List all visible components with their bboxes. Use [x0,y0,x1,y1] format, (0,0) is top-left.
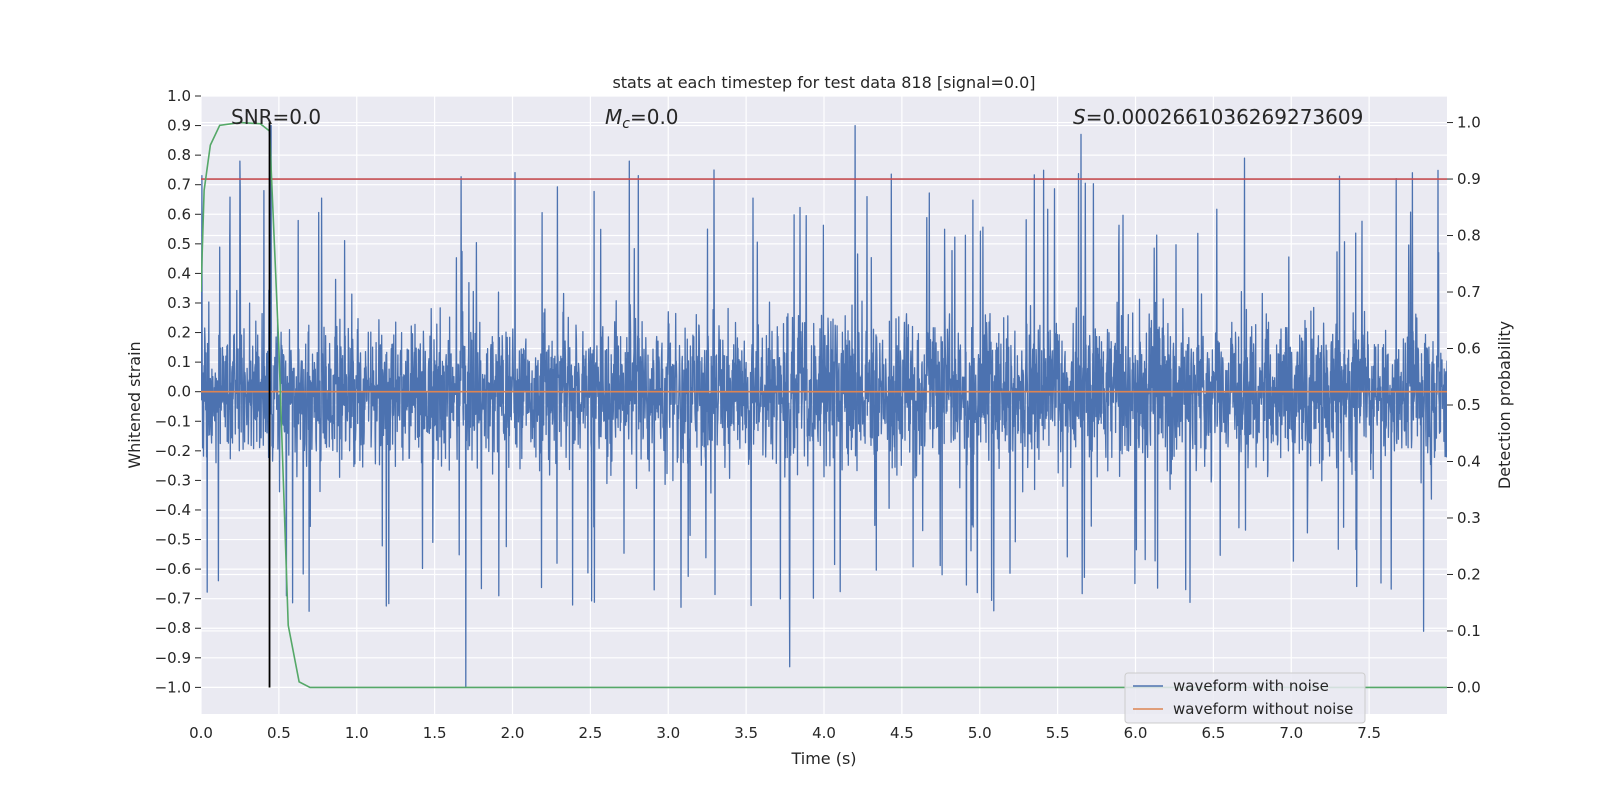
legend-box [1124,672,1366,724]
legend-label-noise: waveform with noise [1173,677,1329,695]
mc-symbol: M [605,105,622,129]
y-left-tick-label: 0.6 [167,205,191,223]
y-left-tick-label: −0.9 [155,649,191,667]
y-right-tick-label: 0.3 [1457,509,1481,527]
x-tick-label: 3.0 [656,724,680,742]
y-right-tick-label: 0.8 [1457,227,1481,245]
s-symbol: S [1073,105,1086,129]
chart-title: stats at each timestep for test data 818… [612,73,1035,92]
y-left-tick-label: 0.4 [167,264,191,282]
y-left-tick-label: 0.8 [167,146,191,164]
x-tick-label: 1.0 [345,724,369,742]
series-waveform-with-noise [201,124,1447,689]
s-value: =0.0002661036269273609 [1086,105,1364,129]
x-tick-label: 1.5 [423,724,447,742]
y-left-tick-label: 0.2 [167,324,191,342]
x-tick-label: 0.5 [267,724,291,742]
y-axis-left-label: Whitened strain [125,341,144,468]
x-tick-label: 5.5 [1046,724,1070,742]
y-left-tick-label: 0.7 [167,176,191,194]
x-tick-label: 7.5 [1357,724,1381,742]
s-annotation: S=0.0002661036269273609 [1073,105,1363,129]
y-right-tick-label: 0.5 [1457,396,1481,414]
y-right-tick-label: 0.7 [1457,283,1481,301]
y-right-tick-label: 0.1 [1457,622,1481,640]
legend: waveform with noise waveform without noi… [1124,672,1366,724]
x-tick-label: 5.0 [968,724,992,742]
y-right-tick-label: 0.4 [1457,452,1481,470]
x-tick-label: 6.5 [1201,724,1225,742]
y-left-tick-label: 0.3 [167,294,191,312]
y-left-tick-label: 0.5 [167,235,191,253]
y-left-tick-label: −0.8 [155,619,191,637]
y-left-tick-label: 0.0 [167,383,191,401]
x-tick-label: 6.0 [1124,724,1148,742]
y-left-tick-label: −0.5 [155,531,191,549]
mc-subscript: c [622,116,630,132]
y-right-tick-label: 0.2 [1457,565,1481,583]
tick-labels: 0.0 0.5 1.0 1.5 2.0 2.5 3.0 3.5 4.0 4.5 5.0 5.5 6.0 6… [155,87,1481,742]
x-axis-label: Time (s) [790,749,856,768]
y-left-tick-label: 0.1 [167,353,191,371]
x-tick-label: 7.0 [1279,724,1303,742]
mc-annotation: Mc=0.0 [605,105,679,132]
y-left-tick-label: −0.6 [155,560,191,578]
x-tick-label: 0.0 [189,724,213,742]
y-left-tick-label: −0.2 [155,442,191,460]
x-tick-label: 2.0 [501,724,525,742]
y-left-tick-label: −0.1 [155,412,191,430]
y-left-tick-label: −0.3 [155,471,191,489]
y-right-tick-label: 0.9 [1457,170,1481,188]
series [201,121,1447,689]
x-tick-label: 3.5 [734,724,758,742]
y-left-tick-label: 1.0 [167,87,191,105]
legend-label-clean: waveform without noise [1173,700,1353,718]
mc-value: =0.0 [630,105,679,129]
y-left-tick-label: −0.7 [155,590,191,608]
y-left-tick-label: −1.0 [155,678,191,696]
x-tick-label: 4.0 [812,724,836,742]
y-right-tick-label: 0.0 [1457,678,1481,696]
y-left-tick-label: 0.9 [167,117,191,135]
snr-annotation: SNR=0.0 [231,105,321,129]
y-axis-right-label: Detection probability [1495,321,1514,489]
series-detection-probability [201,121,1447,689]
x-tick-label: 2.5 [578,724,602,742]
y-right-tick-label: 0.6 [1457,340,1481,358]
y-left-tick-label: −0.4 [155,501,191,519]
y-right-tick-label: 1.0 [1457,114,1481,132]
x-tick-label: 4.5 [890,724,914,742]
